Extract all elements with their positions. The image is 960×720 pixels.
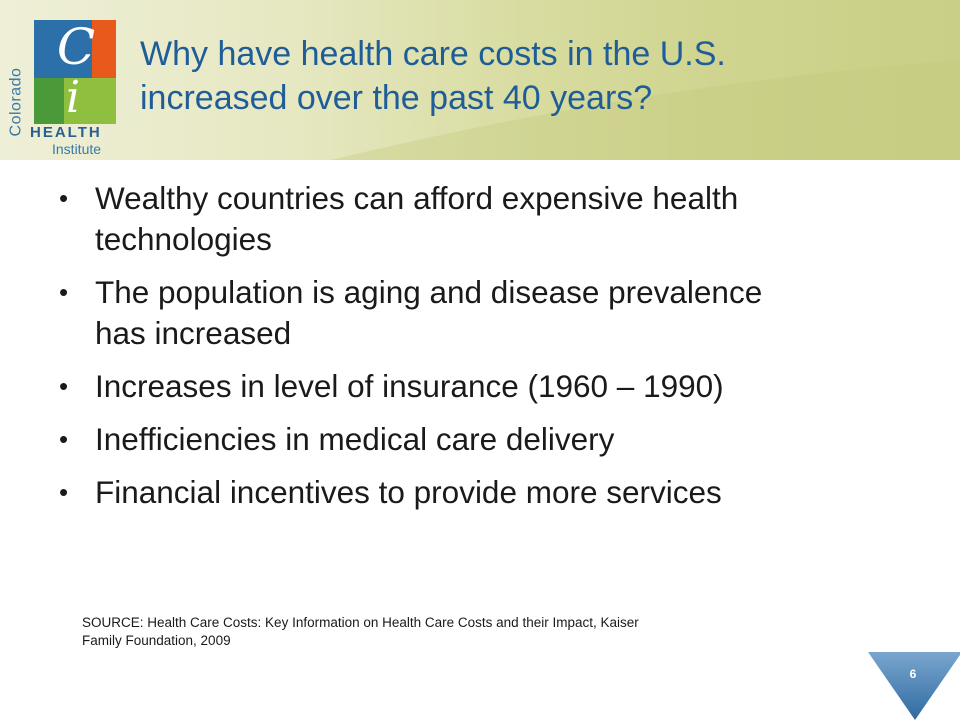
logo-letter-c: C	[56, 18, 96, 76]
logo-letter-i: i	[65, 72, 81, 123]
slide-title: Why have health care costs in the U.S. i…	[140, 32, 940, 120]
logo-institute-text: Institute	[52, 141, 102, 157]
logo-blue-block	[34, 20, 92, 78]
bullet-dot: •	[59, 424, 69, 454]
page-number-triangle	[868, 652, 960, 720]
banner-swoosh	[330, 0, 960, 160]
source-citation-line-2: Family Foundation, 2009	[82, 633, 231, 648]
logo-lime-block	[64, 78, 116, 124]
logo-colorado-text: Colorado	[7, 67, 24, 137]
header-banner	[0, 0, 960, 160]
source-citation: SOURCE: Health Care Costs: Key Informati…	[82, 614, 822, 650]
bullet-text: The population is aging and disease prev…	[95, 274, 763, 310]
bullet-list: • Wealthy countries can afford expensive…	[55, 178, 935, 525]
bullet-text: Inefficiencies in medical care delivery	[95, 421, 615, 457]
bullet-text: Financial incentives to provide more ser…	[95, 474, 722, 510]
bullet-text-continued: technologies	[95, 221, 272, 257]
source-citation-line-1: SOURCE: Health Care Costs: Key Informati…	[82, 615, 639, 630]
page-number: 6	[909, 667, 917, 681]
bullet-item: • Financial incentives to provide more s…	[55, 472, 935, 513]
bullet-item: • Inefficiencies in medical care deliver…	[55, 419, 935, 460]
slide-title-line-1: Why have health care costs in the U.S.	[140, 35, 726, 73]
bullet-text: Increases in level of insurance (1960 – …	[95, 368, 724, 404]
bullet-dot: •	[59, 183, 69, 213]
bullet-dot: •	[59, 277, 69, 307]
bullet-dot: •	[59, 371, 69, 401]
bullet-item: • Wealthy countries can afford expensive…	[55, 178, 935, 260]
logo-health-text: HEALTH	[30, 124, 102, 141]
bullet-dot: •	[59, 477, 69, 507]
colorado-health-institute-logo: Colorado C i HEALTH Institute	[0, 10, 135, 157]
bullet-item: • Increases in level of insurance (1960 …	[55, 366, 935, 407]
bullet-text-continued: has increased	[95, 315, 292, 351]
bullet-item: • The population is aging and disease pr…	[55, 272, 935, 354]
slide-title-line-2: increased over the past 40 years?	[140, 79, 653, 117]
bullet-text: Wealthy countries can afford expensive h…	[95, 180, 739, 216]
